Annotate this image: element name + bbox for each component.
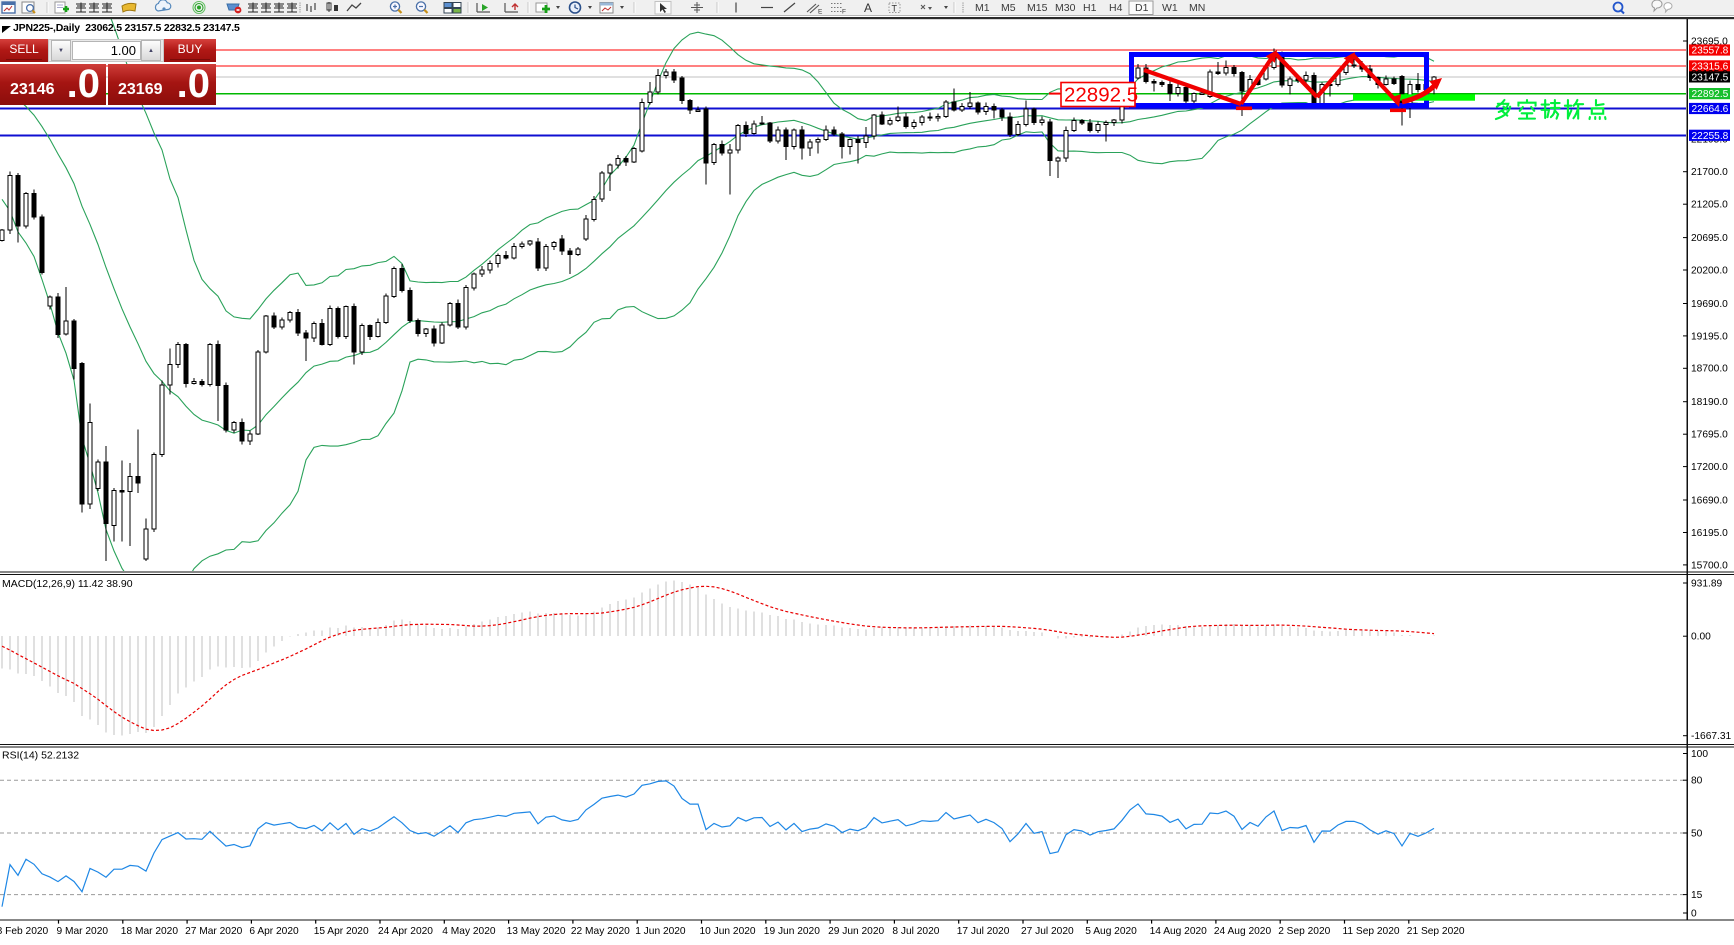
svg-text:24 Apr 2020: 24 Apr 2020	[378, 926, 433, 937]
svg-text:24 Aug 2020: 24 Aug 2020	[1214, 926, 1272, 937]
svg-text:MN: MN	[1189, 2, 1205, 14]
svg-text:W1: W1	[1162, 2, 1178, 14]
svg-text:23557.8: 23557.8	[1692, 46, 1729, 57]
svg-text:A: A	[864, 1, 872, 15]
svg-text:20695.0: 20695.0	[1691, 233, 1728, 244]
svg-text:19690.0: 19690.0	[1691, 299, 1728, 310]
svg-text:13 May 2020: 13 May 2020	[507, 926, 566, 937]
svg-text:21205.0: 21205.0	[1691, 200, 1728, 211]
svg-text:21 Sep 2020: 21 Sep 2020	[1407, 926, 1465, 937]
svg-text:19195.0: 19195.0	[1691, 331, 1728, 342]
svg-text:23695.0: 23695.0	[1691, 36, 1728, 47]
svg-text:23147.5: 23147.5	[1692, 73, 1729, 84]
svg-text:T: T	[892, 4, 898, 14]
svg-text:27 Mar 2020: 27 Mar 2020	[185, 926, 243, 937]
svg-text:6 Apr 2020: 6 Apr 2020	[249, 926, 299, 937]
svg-text:4 May 2020: 4 May 2020	[442, 926, 496, 937]
svg-text:18700.0: 18700.0	[1691, 364, 1728, 375]
svg-text:15: 15	[1691, 890, 1703, 901]
svg-text:15 Apr 2020: 15 Apr 2020	[314, 926, 369, 937]
svg-text:28 Feb 2020: 28 Feb 2020	[0, 926, 49, 937]
svg-text:16195.0: 16195.0	[1691, 528, 1728, 539]
svg-text:E: E	[818, 9, 823, 16]
svg-text:2 Sep 2020: 2 Sep 2020	[1278, 926, 1330, 937]
svg-text:0.00: 0.00	[1691, 632, 1711, 643]
svg-text:18 Mar 2020: 18 Mar 2020	[121, 926, 179, 937]
svg-text:931.89: 931.89	[1691, 578, 1722, 589]
svg-text:50: 50	[1691, 828, 1703, 839]
svg-text:22664.6: 22664.6	[1692, 104, 1729, 115]
svg-text:18190.0: 18190.0	[1691, 397, 1728, 408]
svg-text:M30: M30	[1055, 2, 1076, 14]
svg-text:M1: M1	[975, 2, 990, 14]
svg-text:10 Jun 2020: 10 Jun 2020	[700, 926, 756, 937]
svg-text:20200.0: 20200.0	[1691, 265, 1728, 276]
svg-text:D1: D1	[1135, 2, 1149, 14]
svg-text:11 Sep 2020: 11 Sep 2020	[1343, 926, 1400, 937]
svg-text:5 Aug 2020: 5 Aug 2020	[1085, 926, 1137, 937]
svg-text:17200.0: 17200.0	[1691, 462, 1728, 473]
svg-text:16690.0: 16690.0	[1691, 495, 1728, 506]
svg-text:22 May 2020: 22 May 2020	[571, 926, 630, 937]
svg-text:17 Jul 2020: 17 Jul 2020	[957, 926, 1010, 937]
svg-text:17695.0: 17695.0	[1691, 430, 1728, 441]
svg-text:15700.0: 15700.0	[1691, 560, 1728, 571]
svg-text:19 Jun 2020: 19 Jun 2020	[764, 926, 820, 937]
svg-text:F: F	[842, 9, 846, 16]
svg-text:H4: H4	[1109, 2, 1123, 14]
svg-text:9 Mar 2020: 9 Mar 2020	[57, 926, 109, 937]
svg-text:29 Jun 2020: 29 Jun 2020	[828, 926, 884, 937]
svg-text:H1: H1	[1083, 2, 1097, 14]
svg-text:80: 80	[1691, 776, 1703, 787]
svg-text:RSI(14) 52.2132: RSI(14) 52.2132	[2, 750, 79, 762]
svg-text:0: 0	[1691, 908, 1697, 919]
svg-text:21700.0: 21700.0	[1691, 167, 1728, 178]
svg-text:M15: M15	[1027, 2, 1048, 14]
svg-text:22892.5: 22892.5	[1692, 89, 1729, 100]
svg-text:22255.8: 22255.8	[1692, 131, 1729, 142]
svg-text:MACD(12,26,9) 11.42 38.90: MACD(12,26,9) 11.42 38.90	[2, 578, 133, 590]
svg-text:100: 100	[1691, 749, 1708, 760]
svg-text:27 Jul 2020: 27 Jul 2020	[1021, 926, 1074, 937]
svg-text:8 Jul 2020: 8 Jul 2020	[892, 926, 939, 937]
svg-text:23315.6: 23315.6	[1692, 62, 1729, 73]
svg-text:22892.5: 22892.5	[1064, 84, 1138, 107]
svg-text:14 Aug 2020: 14 Aug 2020	[1150, 926, 1208, 937]
svg-text:1 Jun 2020: 1 Jun 2020	[635, 926, 686, 937]
svg-text:-1667.31: -1667.31	[1691, 731, 1732, 742]
svg-text:M5: M5	[1001, 2, 1016, 14]
